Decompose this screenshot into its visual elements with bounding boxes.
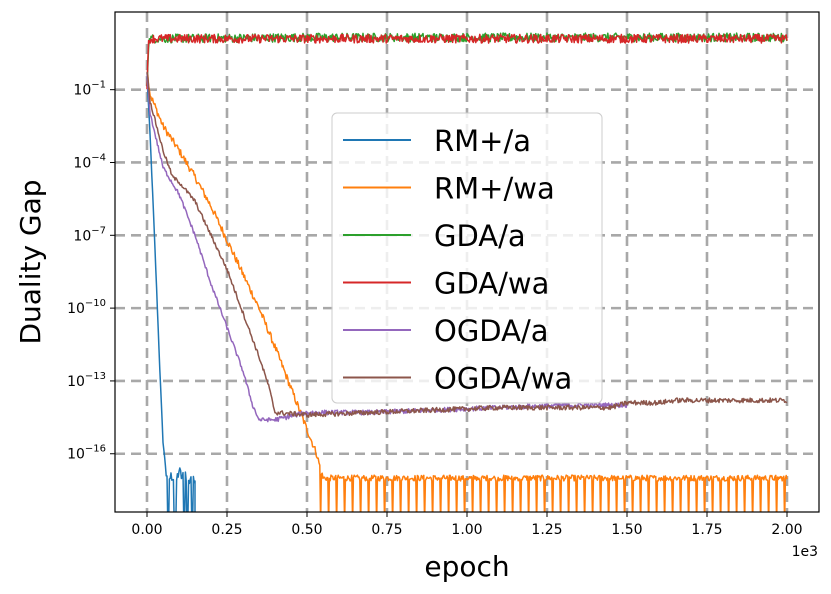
series-lines [146, 32, 788, 512]
x-tick-label: 1.75 [691, 522, 722, 538]
x-tick-label: 0.50 [291, 522, 322, 538]
x-scale-label: 1e3 [792, 544, 818, 560]
legend-label-4: OGDA/a [434, 314, 549, 348]
series-line-1 [146, 72, 788, 512]
legend: RM+/a RM+/wa GDA/a GDA/wa OGDA/a OGDA/wa [331, 112, 603, 404]
x-tick-label: 1.25 [531, 522, 562, 538]
legend-label-0: RM+/a [434, 124, 531, 158]
legend-label-5: OGDA/wa [434, 362, 572, 396]
y-axis-label: Duality Gap [14, 179, 47, 344]
y-tick-label: 10−7 [73, 225, 106, 244]
x-tick-label: 2.00 [771, 522, 802, 538]
y-tick-label: 10−1 [73, 80, 106, 99]
x-tick-label: 0.25 [211, 522, 242, 538]
y-tick-label: 10−16 [67, 444, 106, 463]
series-line-5 [146, 71, 788, 418]
x-axis-ticks: 0.00 0.25 0.50 0.75 1.00 1.25 1.50 1.75 2.00 [131, 512, 803, 538]
legend-label-2: GDA/a [434, 219, 526, 253]
x-tick-label: 0.75 [371, 522, 402, 538]
series-line-0 [146, 77, 196, 512]
x-tick-label: 1.00 [451, 522, 482, 538]
x-tick-label: 1.50 [611, 522, 642, 538]
series-line-3 [146, 33, 788, 90]
y-tick-label: 10−13 [67, 371, 106, 390]
legend-label-1: RM+/wa [434, 172, 555, 206]
x-tick-label: 0.00 [131, 522, 162, 538]
x-axis-label: epoch [424, 550, 509, 583]
y-axis-ticks: 10−16 10−13 10−10 10−7 10−4 10−1 [67, 80, 115, 463]
legend-label-3: GDA/wa [434, 267, 549, 301]
y-tick-label: 10−10 [67, 298, 106, 317]
y-tick-label: 10−4 [73, 152, 106, 171]
